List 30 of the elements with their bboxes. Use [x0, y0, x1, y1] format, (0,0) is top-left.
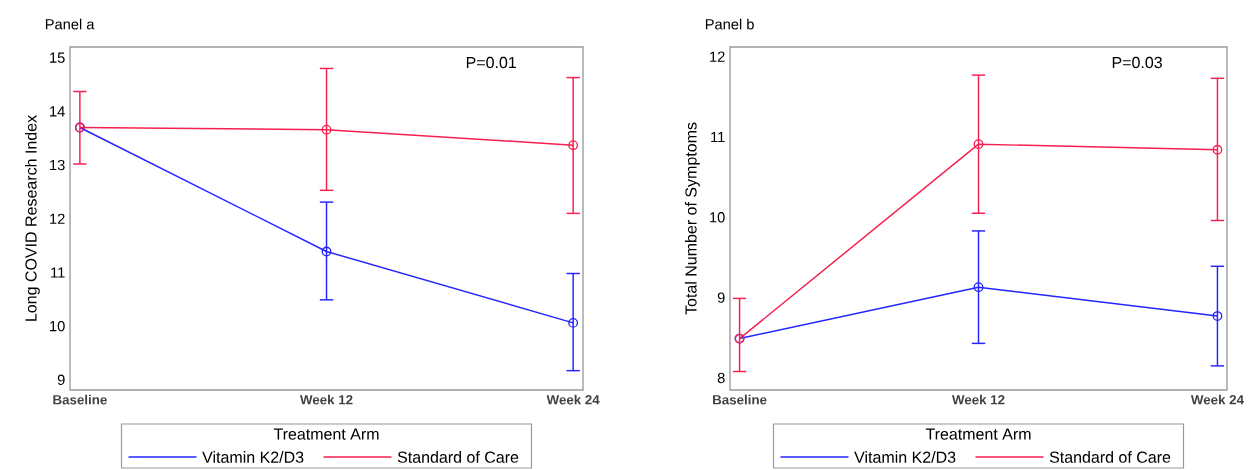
y-tick-label: 13: [50, 159, 65, 171]
y-axis-title: Total Number of Symptoms: [684, 122, 700, 315]
x-tick-label: Week 24: [546, 394, 600, 405]
y-tick-label: 11: [51, 267, 65, 278]
x-tick-label: Week 12: [951, 394, 1005, 405]
legend-label: Standard of Care: [1049, 451, 1171, 463]
x-tick-label: Week 24: [1190, 394, 1244, 405]
annotation: P=0.01: [466, 56, 516, 69]
legend-label: Vitamin K2/D3: [854, 451, 956, 463]
y-tick-label: 9: [717, 292, 725, 303]
legend-label: Vitamin K2/D3: [202, 451, 304, 463]
x-tick-label: Week 12: [299, 394, 353, 405]
y-tick-label: 10: [710, 212, 725, 223]
legend-label: Standard of Care: [397, 451, 519, 463]
chart-title: Panel b: [705, 18, 754, 30]
legend-title: Treatment Arm: [925, 428, 1031, 440]
y-tick-label: 14: [50, 106, 65, 117]
chart-title: Panel a: [45, 18, 95, 30]
y-tick-label: 9: [57, 374, 65, 385]
y-tick-label: 11: [711, 131, 725, 142]
y-tick-label: 8: [717, 372, 725, 384]
x-tick-label: Baseline: [53, 394, 107, 405]
y-axis-title: Long COVID Research Index: [24, 115, 40, 321]
annotation: P=0.03: [1112, 56, 1162, 69]
legend-title: Treatment Arm: [273, 428, 379, 440]
x-tick-label: Baseline: [713, 394, 767, 405]
y-tick-label: 12: [710, 51, 725, 62]
y-tick-label: 12: [50, 213, 65, 224]
y-tick-label: 10: [50, 320, 65, 332]
y-tick-label: 15: [50, 52, 65, 63]
